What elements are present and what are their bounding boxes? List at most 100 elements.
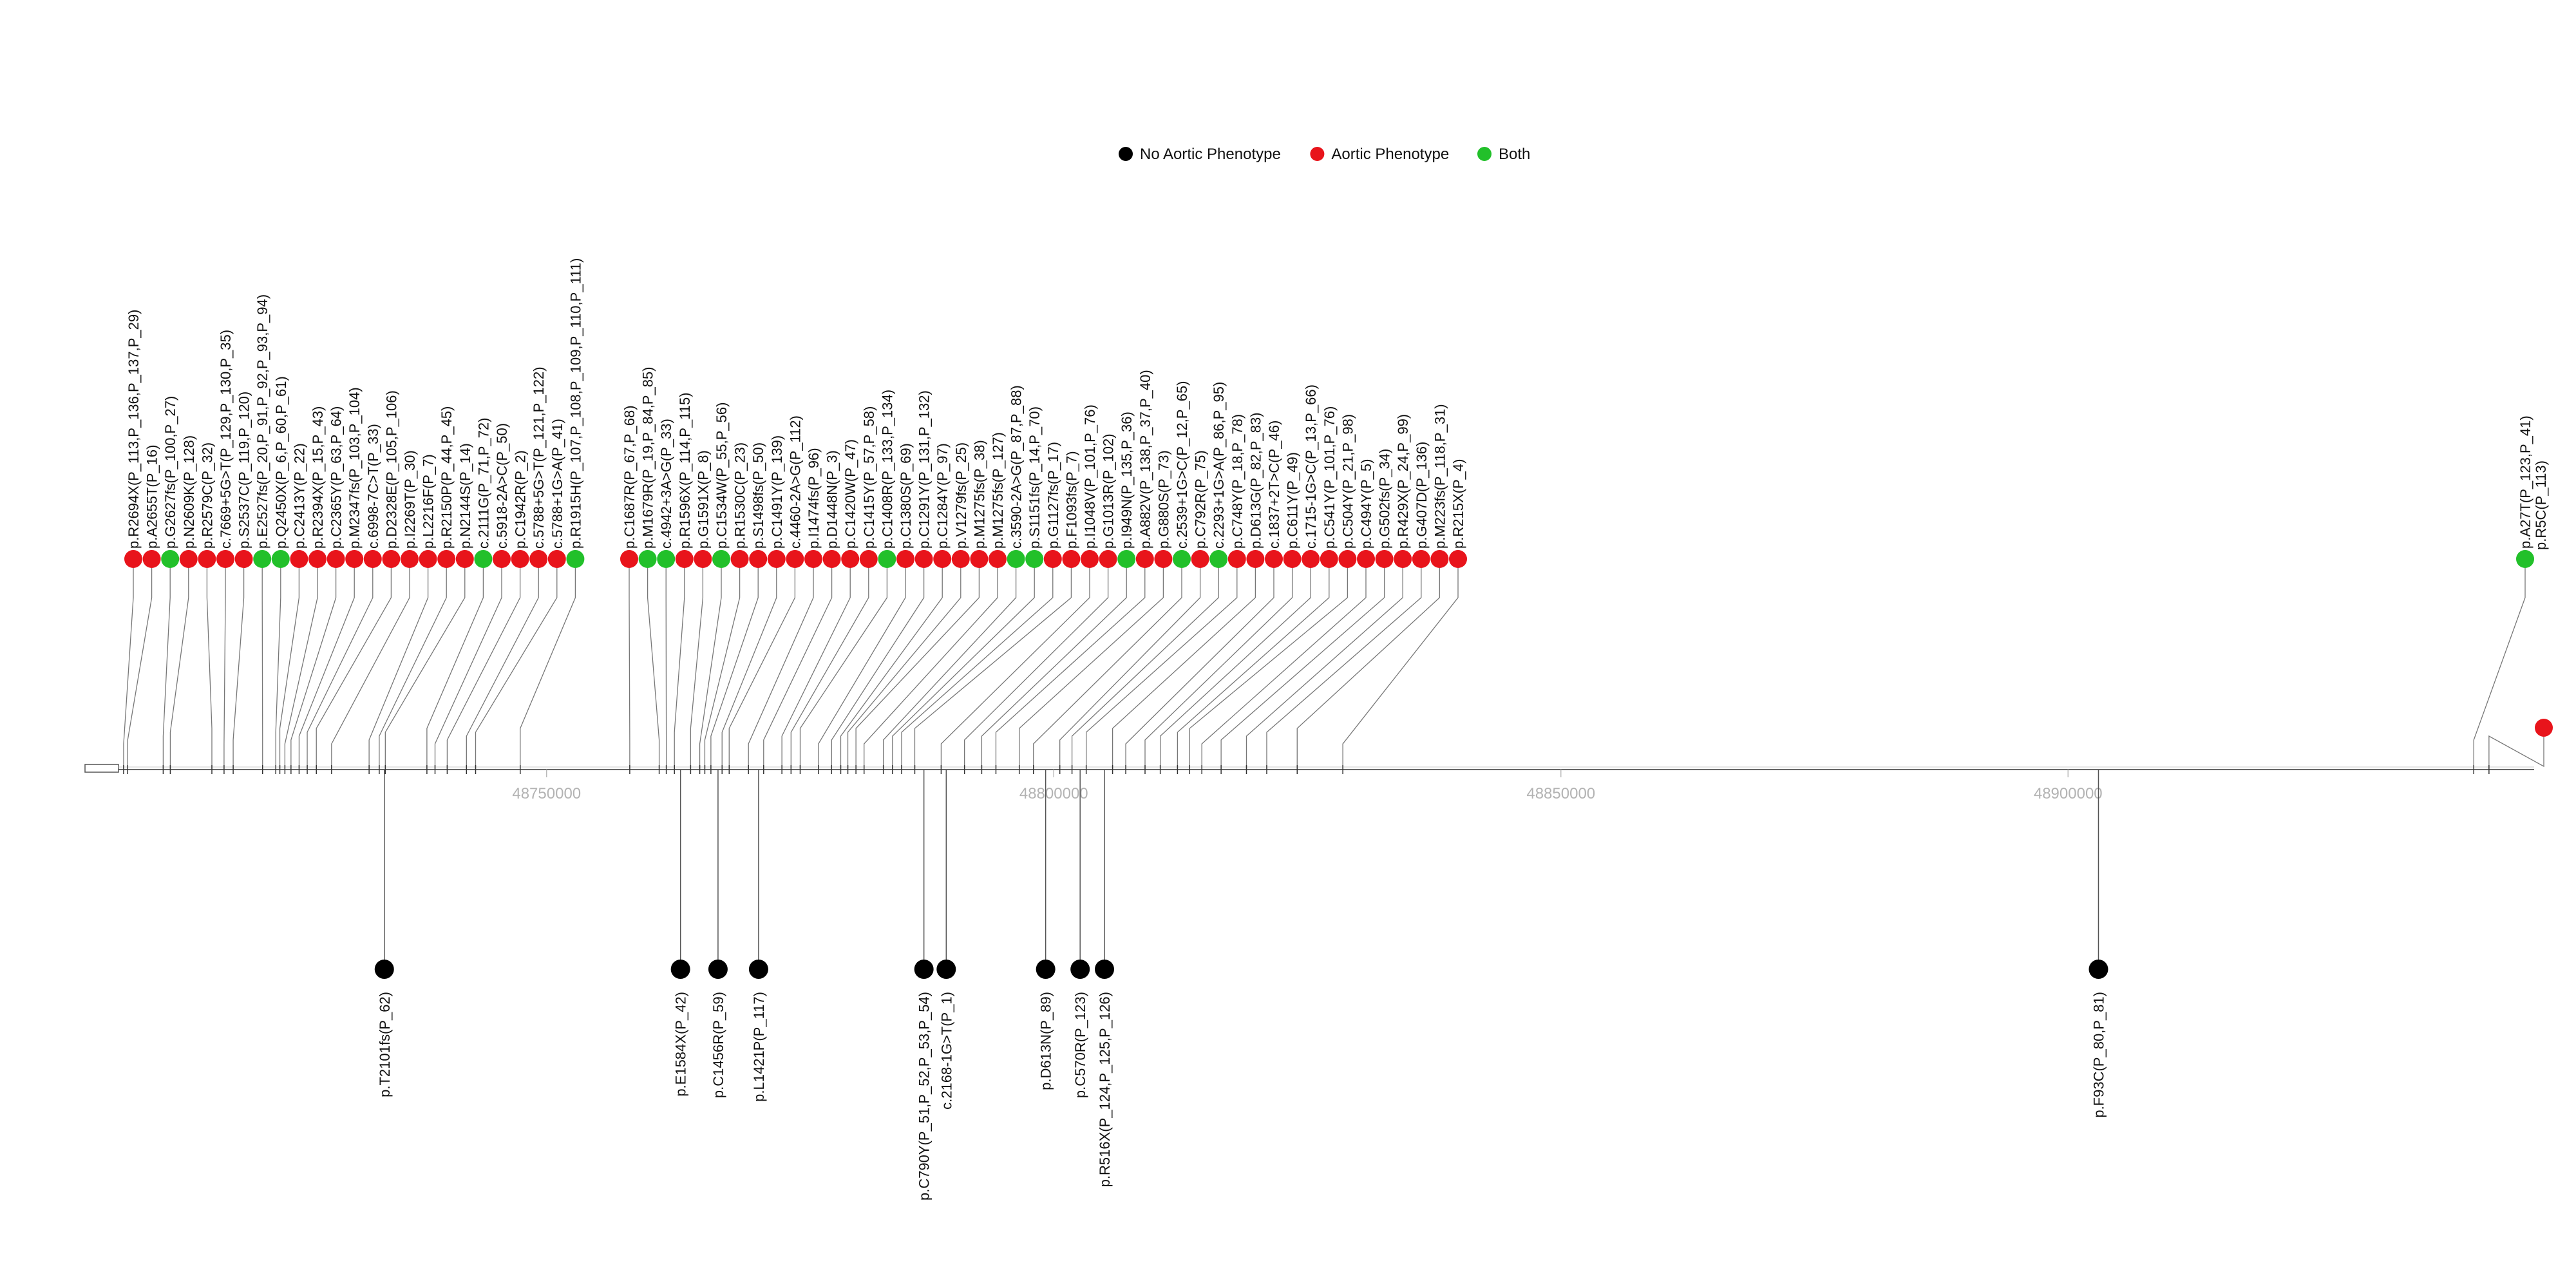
above-head-19 [474,550,493,568]
above-head-44 [970,550,989,568]
above-label-39: p.C1408R(P_133,P_134) [879,390,895,549]
above-stem-10 [284,559,318,770]
above-stem-29 [690,559,704,770]
below-head-0 [374,960,394,979]
above-mark-32: p.S1498fs(P_50) [710,442,768,774]
below-head-4 [914,960,934,979]
above-label-70: p.R215X(P_4) [1450,459,1466,549]
below-label-5: c.2168-1G>T(P_1) [938,992,954,1110]
above-stem-43 [847,559,961,770]
above-label-62: c.1715-1G>C(P_13,P_66) [1303,384,1319,549]
above-label-69: p.M223fs(P_118,P_31) [1432,404,1448,549]
above-mark-4: p.R2579C(P_32) [198,442,216,774]
above-stem-4 [206,559,213,770]
above-stem-34 [728,559,796,770]
above-stem-16 [368,559,429,770]
above-mark-70: p.R215X(P_4) [1342,459,1467,774]
above-head-64 [1338,550,1357,568]
above-label-72: p.R5C(P_113) [2533,460,2549,550]
above-stem-54 [1019,559,1164,770]
stems-above: p.R2694X(P_113,P_136,P_137,P_29) p.A2655T… [123,258,2553,774]
above-stem-21 [446,559,521,770]
above-label-10: p.R2394X(P_15,P_43) [310,406,326,549]
above-head-52 [1117,550,1136,568]
above-stem-3 [169,559,189,770]
above-label-17: p.R2150P(P_44,P_45) [439,406,455,549]
above-mark-10: p.R2394X(P_15,P_43) [284,406,327,774]
above-mark-43: p.V1279fs(P_25) [847,442,970,774]
above-mark-49: p.F1093fs(P_7) [914,451,1081,774]
above-head-26 [638,550,657,568]
above-head-35 [804,550,822,568]
above-stem-28 [674,559,685,770]
above-stem-45 [864,559,998,770]
above-label-28: p.R1596X(P_114,P_115) [677,392,693,549]
below-head-6 [1036,960,1056,979]
above-head-48 [1043,550,1062,568]
above-mark-53: p.A882V(P_138,P_37,P_40) [995,370,1154,774]
above-head-23 [547,550,566,568]
axis-tick-label-1: 48800000 [1019,785,1088,802]
above-stem-39 [799,559,888,770]
below-head-2 [708,960,728,979]
above-mark-14: p.D2328E(P_105,P_106) [316,390,401,774]
above-mark-63: p.C541Y(P_101,P_76) [1177,406,1338,774]
above-mark-0: p.R2694X(P_113,P_136,P_137,P_29) [123,310,142,774]
above-label-41: p.C1291Y(P_131,P_132) [916,390,933,549]
above-head-69 [1430,550,1449,568]
above-head-13 [363,550,382,568]
above-stem-40 [818,559,906,770]
above-label-47: p.S1151fs(P_14,P_70) [1027,406,1043,549]
above-mark-19: c.2111G(P_71,P_72) [426,418,493,774]
below-label-0: p.T2101fs(P_62) [377,992,393,1097]
above-label-4: p.R2579C(P_32) [199,442,215,549]
above-head-62 [1302,550,1320,568]
below-label-3: p.L1421P(P_117) [751,992,767,1102]
above-stem-41 [831,559,925,770]
above-stem-5 [223,559,226,770]
above-mark-6: p.S2537C(P_119,P_120) [232,392,253,774]
above-label-2: p.G2627fs(P_100,P_27) [162,396,178,549]
above-stem-30 [699,559,722,770]
above-head-31 [730,550,749,568]
above-stem-65 [1201,559,1367,770]
above-stem-13 [307,559,374,770]
below-mark-0: p.T2101fs(P_62) [374,770,394,1097]
above-head-33 [767,550,786,568]
above-label-26: p.M1679R(P_19,P_84,P_85) [640,366,656,549]
above-label-16: p.L2216F(P_7) [421,454,437,549]
above-head-72 [2535,719,2553,737]
above-head-1 [142,550,161,568]
legend-swatch-both [1477,147,1492,161]
above-stem-61 [1144,559,1293,770]
above-mark-23: c.5788+1G>A(P_41) [475,419,566,774]
legend-label-aortic: Aortic Phenotype [1331,146,1449,163]
above-mark-25: p.C1687R(P_67,P_68) [620,405,638,774]
above-mark-15: p.I2269T(P_30) [331,450,419,774]
above-stem-32 [710,559,759,770]
above-stem-26 [647,559,660,770]
above-mark-61: p.C611Y(P_49) [1144,452,1302,774]
above-stem-22 [466,559,539,770]
above-mark-58: p.C748Y(P_18,P_78) [1085,414,1246,774]
above-head-9 [290,550,308,568]
above-mark-57: c.2293+1G>A(P_86,P_95) [1071,382,1228,774]
above-stem-67 [1245,559,1403,770]
above-stem-48 [901,559,1054,770]
above-head-56 [1191,550,1209,568]
above-mark-29: p.G1591X(P_8) [690,450,712,774]
above-stem-0 [123,559,134,770]
above-mark-24: p.R1915H(P_107,P_108,P_109,P_110,P_111) [520,258,585,774]
above-mark-42: p.C1284Y(P_97) [840,443,952,774]
above-head-24 [566,550,585,568]
above-label-5: c.7669+5G>T(P_129,P_130,P_35) [218,330,234,549]
above-stem-50 [940,559,1090,770]
above-mark-45: p.M1275fs(P_127) [863,432,1007,774]
above-head-10 [308,550,327,568]
above-mark-39: p.C1408R(P_133,P_134) [799,390,896,774]
above-head-22 [529,550,548,568]
above-stem-12 [298,559,355,770]
above-head-65 [1357,550,1375,568]
above-head-18 [455,550,474,568]
above-head-58 [1227,550,1246,568]
